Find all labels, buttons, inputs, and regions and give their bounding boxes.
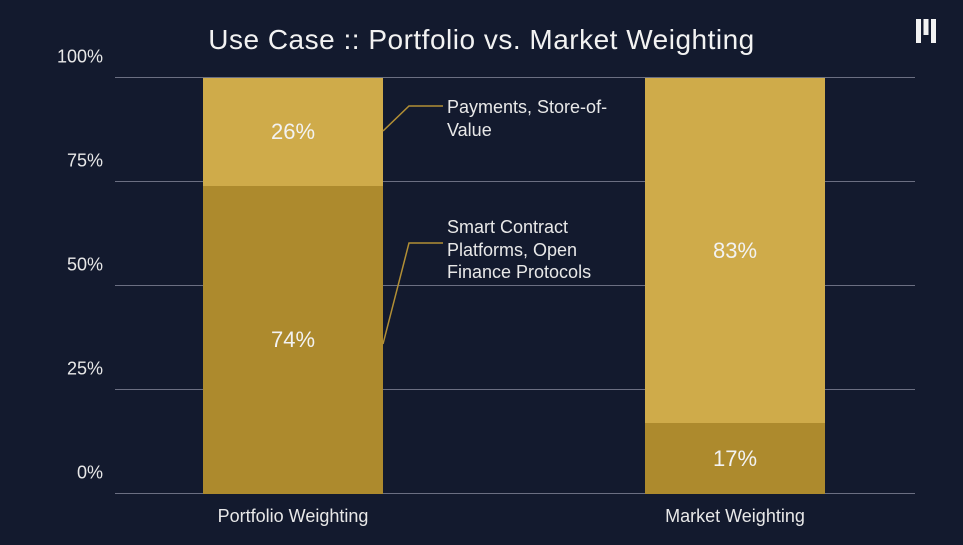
y-tick-label: 75% <box>67 151 103 172</box>
callout-text: Smart Contract Platforms, Open Finance P… <box>447 217 591 282</box>
bar-segment-smart: 74% <box>203 186 383 494</box>
chart-title: Use Case :: Portfolio vs. Market Weighti… <box>0 24 963 56</box>
y-tick-label: 25% <box>67 359 103 380</box>
bar-portfolio: 74% 26% Portfolio Weighting <box>203 78 383 494</box>
bar-segment-payments: 83% <box>645 78 825 423</box>
callout-text: Payments, Store-of-Value <box>447 97 607 140</box>
y-tick-label: 50% <box>67 255 103 276</box>
bar-segment-payments: 26% <box>203 78 383 186</box>
bar-segment-smart: 17% <box>645 423 825 494</box>
x-tick-label: Portfolio Weighting <box>203 506 383 527</box>
bar-market: 17% 83% Market Weighting <box>645 78 825 494</box>
plot-area: 0% 25% 50% 75% 100% 74% 26% Portfolio We… <box>115 78 915 494</box>
y-tick-label: 100% <box>57 47 103 68</box>
x-tick-label: Market Weighting <box>645 506 825 527</box>
callout-payments: Payments, Store-of-Value <box>447 96 617 141</box>
y-tick-label: 0% <box>77 463 103 484</box>
leader-line <box>383 243 443 345</box>
callout-smart: Smart Contract Platforms, Open Finance P… <box>447 216 637 284</box>
leader-line <box>383 106 443 132</box>
